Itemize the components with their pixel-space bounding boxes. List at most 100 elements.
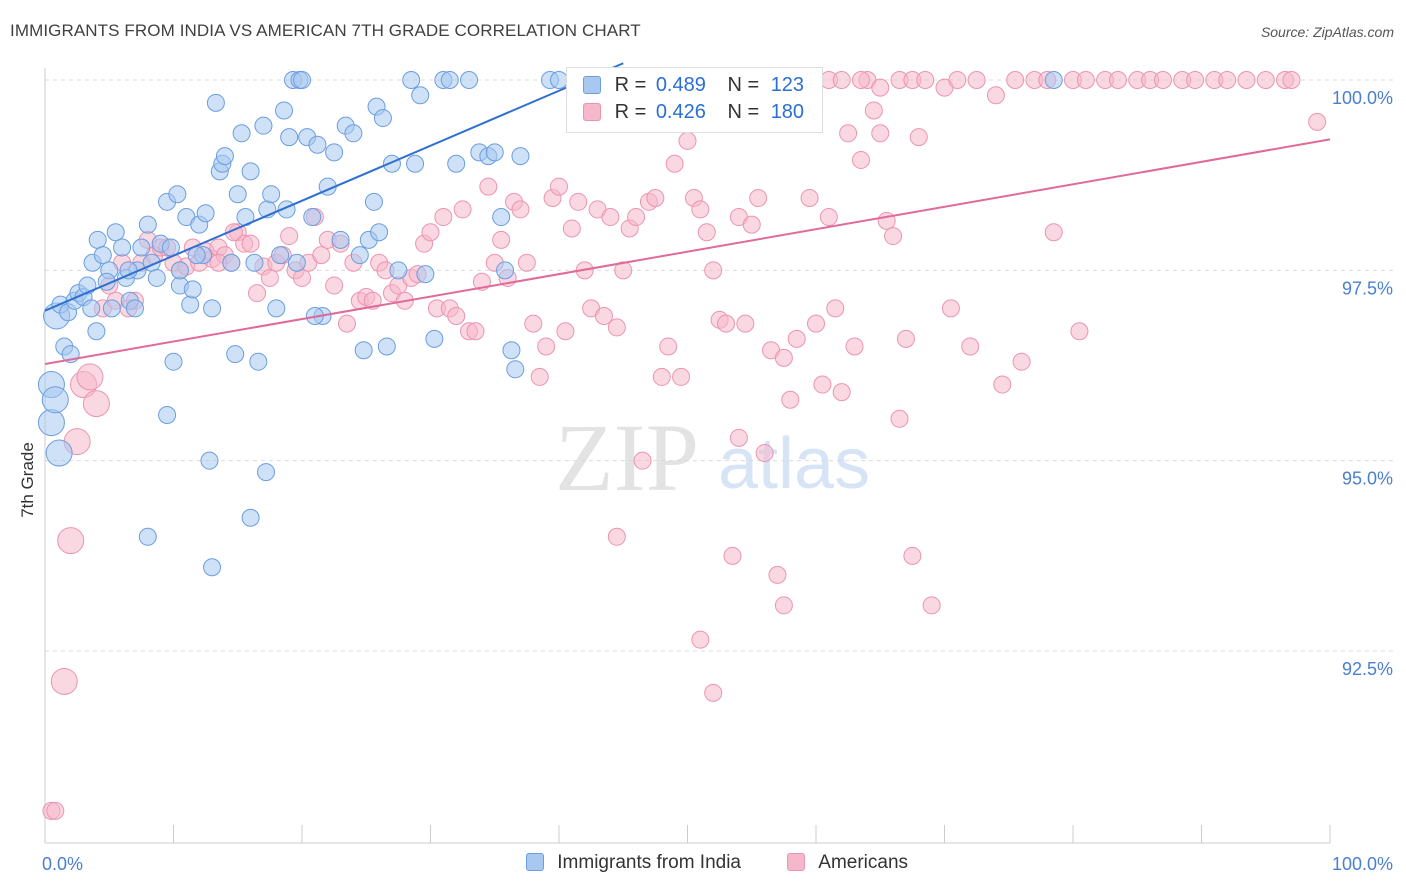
india-point — [181, 295, 200, 314]
americans-point — [800, 189, 819, 208]
americans-point — [909, 128, 928, 147]
americans-point — [524, 314, 543, 333]
y-tick-label: 95.0% — [1342, 469, 1393, 489]
americans-point — [749, 189, 768, 208]
americans-point — [691, 630, 710, 649]
india-point — [280, 128, 299, 147]
americans-point — [646, 189, 665, 208]
india-point — [262, 185, 281, 204]
americans-point — [774, 596, 793, 615]
india-point — [303, 208, 322, 227]
india-point — [1044, 71, 1063, 89]
legend-row-americans: R = 0.426 N = 180 — [583, 101, 804, 124]
india-point — [350, 246, 369, 265]
americans-point — [312, 246, 331, 265]
india-point — [287, 253, 306, 272]
y-axis-label: 7th Grade — [18, 442, 37, 518]
india-point — [158, 405, 177, 424]
americans-point — [82, 390, 110, 418]
americans-point — [1108, 71, 1127, 89]
india-point — [41, 386, 69, 414]
americans-point — [627, 208, 646, 227]
americans-point — [601, 208, 620, 227]
india-point — [241, 162, 260, 181]
india-points — [37, 71, 1063, 577]
americans-point — [556, 322, 575, 341]
india-point — [200, 451, 219, 470]
americans-point — [537, 337, 556, 356]
india-point — [147, 268, 166, 287]
india-point — [373, 109, 392, 128]
americans-point — [1186, 71, 1205, 89]
legend-n-label: N = — [727, 74, 760, 96]
americans-point — [884, 227, 903, 246]
india-point — [87, 322, 106, 341]
americans-point — [851, 150, 870, 169]
americans-point — [787, 329, 806, 348]
india-point — [271, 246, 290, 265]
americans-point — [607, 527, 626, 546]
india-point — [354, 341, 373, 360]
india-point — [93, 246, 112, 265]
bottom-legend-swatch-americans — [787, 853, 805, 871]
americans-point — [293, 268, 311, 287]
india-point — [411, 86, 430, 105]
americans-point — [453, 200, 472, 219]
americans-point — [337, 314, 356, 333]
india-point — [440, 71, 459, 89]
americans-point — [530, 367, 549, 386]
americans-point — [260, 268, 279, 287]
india-point — [45, 439, 73, 467]
legend-n-value: 180 — [770, 101, 805, 123]
americans-point — [76, 363, 104, 391]
americans-point — [723, 546, 742, 565]
americans-point — [1012, 352, 1031, 371]
india-point — [203, 299, 222, 318]
legend-r-label: R = — [614, 101, 647, 123]
americans-point — [46, 801, 65, 820]
india-point — [425, 329, 444, 348]
india-point — [406, 154, 425, 173]
americans-point — [1308, 112, 1327, 131]
americans-point — [607, 318, 626, 337]
americans-point — [1153, 71, 1172, 89]
india-point — [402, 71, 421, 89]
tick-labels: 92.5% 95.0% 97.5% 100.0% 0.0% 100.0% — [42, 88, 1393, 874]
americans-point — [492, 230, 511, 249]
india-point — [37, 409, 65, 437]
india-point — [249, 352, 268, 371]
americans-point — [1218, 71, 1237, 89]
americans-point — [1076, 71, 1095, 89]
americans-point — [986, 86, 1005, 105]
watermark: ZIP atlas — [555, 404, 870, 511]
india-point — [228, 185, 247, 204]
americans-point — [691, 200, 710, 219]
americans-point — [1006, 71, 1025, 89]
americans-point — [813, 375, 832, 394]
americans-point — [594, 307, 613, 326]
india-point — [293, 71, 311, 89]
americans-point — [871, 78, 890, 97]
americans-point — [614, 261, 633, 280]
india-point — [88, 230, 107, 249]
bottom-legend-label-india: Immigrants from India — [557, 852, 742, 873]
india-point — [389, 261, 408, 280]
legend-swatch-americans — [583, 103, 601, 121]
india-point — [275, 101, 294, 120]
india-point — [222, 253, 241, 272]
americans-point — [678, 131, 697, 150]
x-tick-label: 0.0% — [42, 854, 83, 874]
india-point — [106, 223, 125, 242]
axes — [44, 68, 1331, 844]
india-point — [416, 265, 435, 284]
americans-point — [851, 71, 870, 89]
x-tick-label: 100.0% — [1332, 854, 1393, 874]
india-point — [170, 261, 189, 280]
americans-point — [890, 409, 909, 428]
india-point — [370, 223, 389, 242]
india-point — [364, 192, 383, 211]
americans-point — [807, 314, 825, 333]
americans-trendline — [44, 138, 1331, 365]
legend-r-label: R = — [614, 74, 647, 96]
india-point — [183, 280, 202, 299]
